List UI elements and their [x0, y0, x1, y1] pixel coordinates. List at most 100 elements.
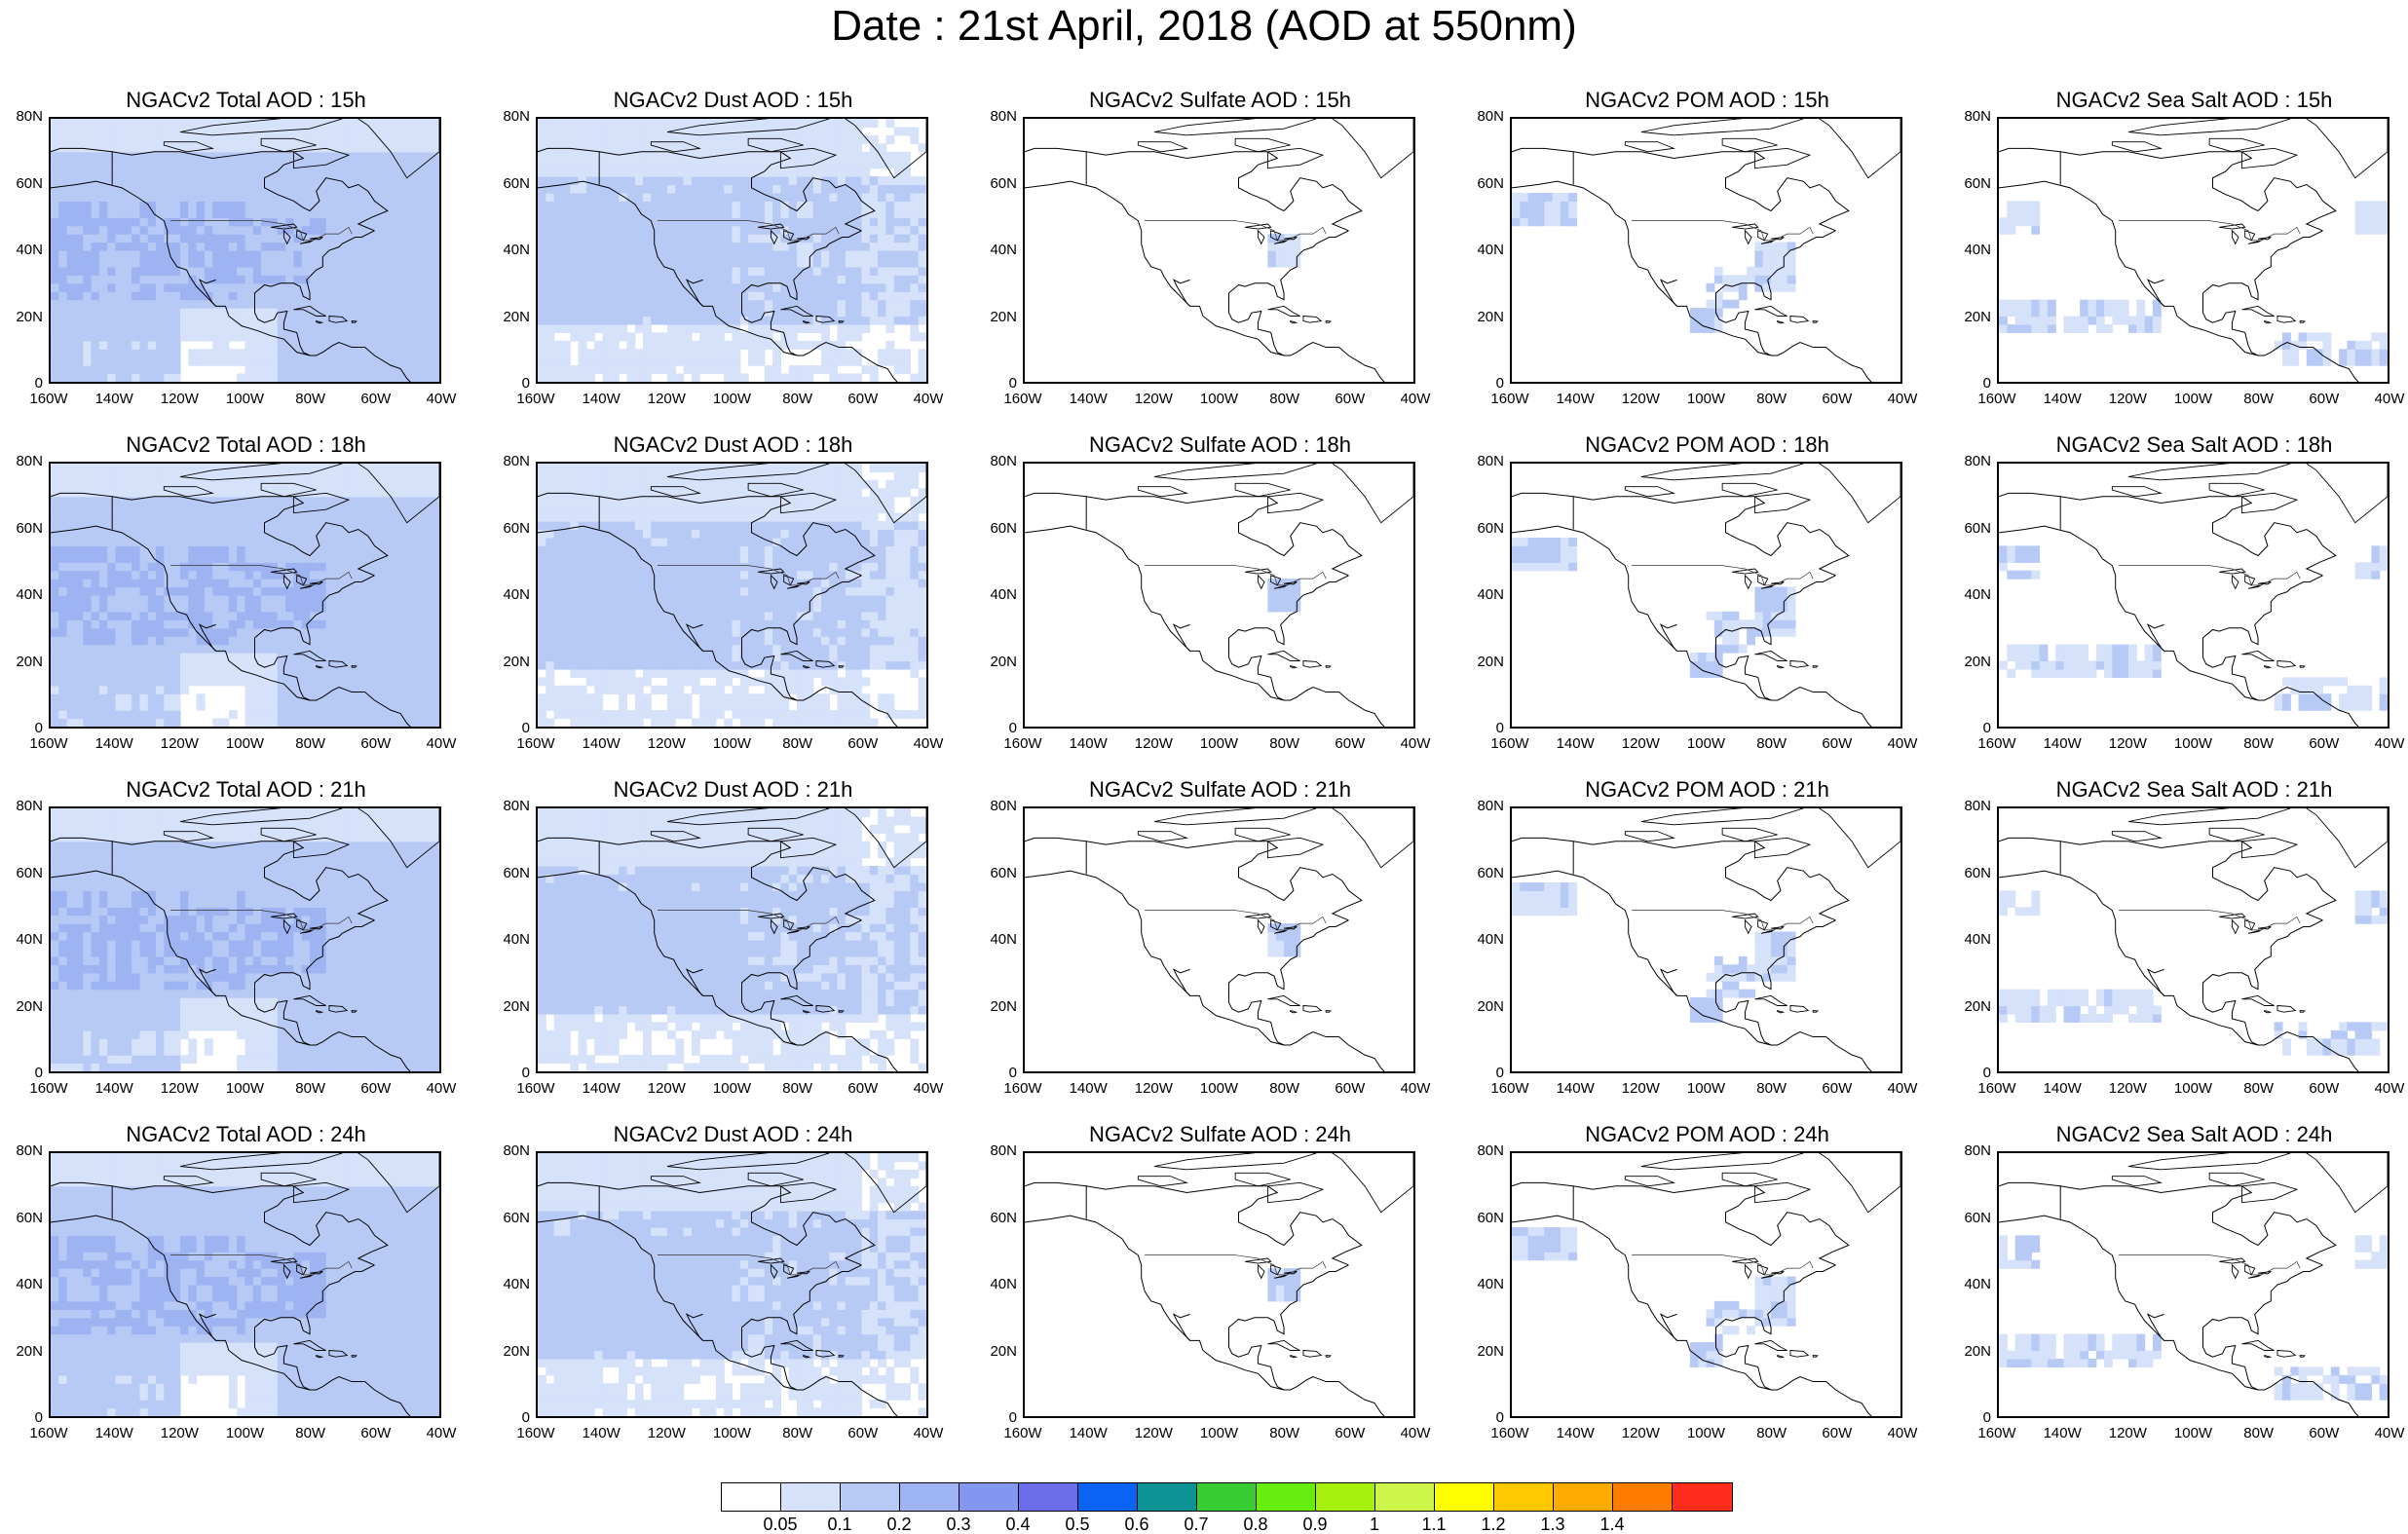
aod-cell	[221, 250, 230, 259]
aod-cell	[366, 480, 375, 489]
aod-cell	[302, 258, 311, 267]
aod-cell	[603, 275, 612, 283]
aod-cell	[310, 374, 319, 382]
aod-cell	[659, 193, 668, 202]
aod-cell	[221, 587, 230, 596]
lat-tick-label: 60N	[980, 176, 1017, 192]
aod-cell	[92, 686, 100, 694]
aod-map	[51, 464, 439, 727]
aod-cell	[415, 374, 424, 382]
aod-cell	[562, 308, 571, 317]
aod-cell	[212, 291, 221, 300]
aod-cell	[221, 119, 230, 128]
aod-cell	[302, 176, 311, 185]
aod-cell	[391, 332, 399, 341]
aod-cell	[756, 201, 765, 209]
aod-cell	[261, 185, 270, 194]
aod-cell	[562, 661, 571, 670]
aod-cell	[197, 693, 206, 702]
aod-cell	[838, 209, 847, 218]
aod-cell	[116, 513, 125, 522]
aod-cell	[342, 480, 351, 489]
aod-cell	[229, 324, 238, 333]
aod-cell	[302, 530, 311, 539]
aod-cell	[229, 595, 238, 604]
aod-cell	[99, 562, 108, 571]
aod-cell	[285, 612, 294, 620]
aod-cell	[398, 152, 407, 161]
aod-cell	[708, 300, 717, 309]
aod-cell	[2299, 341, 2308, 350]
aod-cell	[164, 579, 172, 587]
aod-cell	[643, 243, 652, 251]
aod-cell	[148, 488, 157, 497]
aod-cell	[156, 234, 165, 243]
aod-cell	[838, 374, 847, 382]
aod-cell	[83, 619, 92, 628]
aod-cell	[635, 349, 644, 357]
lat-tick-label: 80N	[1954, 109, 1991, 125]
aod-cell	[2121, 308, 2129, 317]
aod-cell	[423, 628, 432, 637]
aod-cell	[2088, 317, 2096, 325]
aod-cell	[67, 645, 76, 654]
aod-cell	[351, 693, 359, 702]
aod-cell	[116, 209, 125, 218]
aod-cell	[2064, 324, 2073, 333]
aod-cell	[351, 300, 359, 309]
aod-cell	[148, 267, 157, 276]
aod-cell	[635, 267, 644, 276]
aod-cell	[278, 497, 286, 505]
aod-cell	[148, 686, 157, 694]
lon-tick-label: 120W	[155, 736, 204, 752]
aod-cell	[229, 710, 238, 719]
aod-cell	[278, 341, 286, 350]
aod-cell	[51, 661, 59, 670]
aod-cell	[139, 291, 148, 300]
aod-cell	[1553, 217, 1561, 226]
aod-cell	[278, 612, 286, 620]
aod-cell	[2355, 217, 2364, 226]
aod-cell	[293, 193, 302, 202]
aod-cell	[92, 365, 100, 374]
aod-cell	[2023, 201, 2032, 209]
aod-cell	[902, 185, 911, 194]
aod-cell	[902, 226, 911, 235]
aod-cell	[374, 480, 383, 489]
aod-cell	[407, 628, 416, 637]
aod-cell	[538, 497, 546, 505]
aod-cell	[546, 234, 554, 243]
aod-cell	[221, 579, 230, 587]
aod-cell	[2136, 317, 2145, 325]
aod-cell	[2104, 300, 2113, 309]
aod-cell	[318, 324, 326, 333]
map-plot-area	[1023, 117, 1415, 384]
aod-cell	[861, 275, 870, 283]
aod-cell	[334, 693, 343, 702]
aod-cell	[83, 653, 92, 661]
aod-cell	[229, 209, 238, 218]
aod-cell	[278, 135, 286, 144]
aod-cell	[107, 562, 116, 571]
aod-cell	[253, 587, 262, 596]
aod-cell	[398, 291, 407, 300]
aod-cell	[148, 152, 157, 161]
aod-cell	[626, 365, 635, 374]
aod-cell	[197, 258, 206, 267]
aod-cell	[2096, 300, 2105, 309]
aod-cell	[538, 562, 546, 571]
aod-cell	[92, 291, 100, 300]
aod-cell	[285, 636, 294, 645]
aod-cell	[269, 710, 278, 719]
aod-cell	[919, 201, 926, 209]
aod-cell	[748, 267, 757, 276]
aod-cell	[708, 349, 717, 357]
aod-cell	[51, 250, 59, 259]
aod-cell	[1722, 300, 1731, 309]
aod-cell	[829, 209, 838, 218]
aod-cell	[99, 341, 108, 350]
aod-cell	[643, 374, 652, 382]
aod-cell	[603, 185, 612, 194]
aod-cell	[253, 267, 262, 276]
